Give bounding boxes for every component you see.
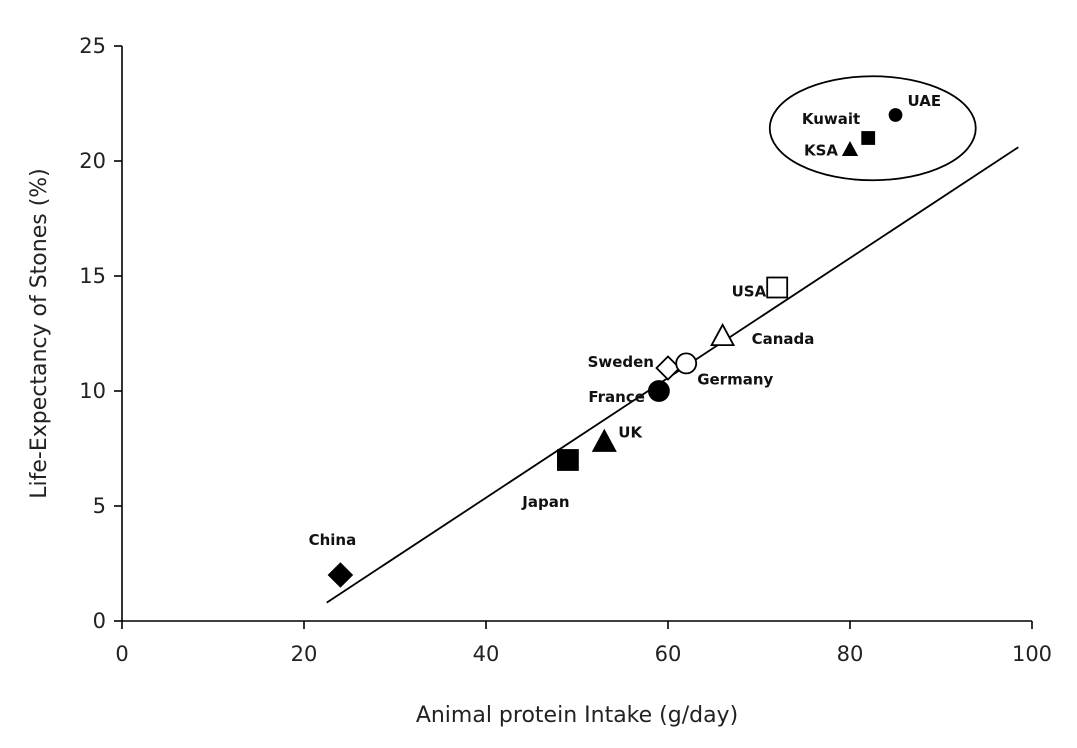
y-ticks: 0 5 10 15 20 25 [79,34,122,633]
x-tick-label-20: 20 [291,642,318,666]
axes [121,46,1032,622]
data-points [327,108,903,588]
point-labels: China Japan UK France Sweden Germany Canada USA… [309,92,941,549]
point-label-ksa: KSA [804,142,838,160]
point-label-germany: Germany [697,370,773,388]
point-canada [710,322,736,347]
point-label-uae: UAE [908,92,942,110]
x-axis-title: Animal protein Intake (g/day) [416,703,738,728]
point-label-canada: Canada [752,330,815,348]
point-usa [766,276,789,299]
x-tick-label-40: 40 [473,642,500,666]
x-tick-label-100: 100 [1012,642,1052,666]
y-tick-label-0: 0 [93,609,106,633]
y-tick-label-15: 15 [79,264,106,288]
y-tick-label-5: 5 [93,494,106,518]
point-label-china: China [309,531,357,549]
point-label-japan: Japan [521,493,569,511]
point-germany [675,352,698,375]
point-china [327,562,354,588]
y-tick-label-25: 25 [79,34,106,58]
point-uae [888,108,903,122]
point-label-uk: UK [618,424,643,442]
point-label-france: France [588,388,645,406]
point-france [648,380,670,402]
point-uk [591,428,617,452]
highlight-ellipse-layer [768,75,977,182]
x-tick-label-0: 0 [115,642,128,666]
highlight-ellipse [768,75,977,182]
point-kuwait [861,131,876,145]
point-japan [557,449,579,471]
point-label-kuwait: Kuwait [802,110,860,128]
x-tick-label-60: 60 [655,642,682,666]
y-tick-label-10: 10 [79,379,106,403]
y-tick-label-20: 20 [79,149,106,173]
point-label-sweden: Sweden [588,353,654,371]
point-label-usa: USA [732,283,767,301]
x-ticks: 0 20 40 60 80 100 [115,621,1052,666]
x-tick-label-80: 80 [837,642,864,666]
y-axis-title: Life-Expectancy of Stones (%) [27,168,52,499]
point-ksa [841,141,859,157]
